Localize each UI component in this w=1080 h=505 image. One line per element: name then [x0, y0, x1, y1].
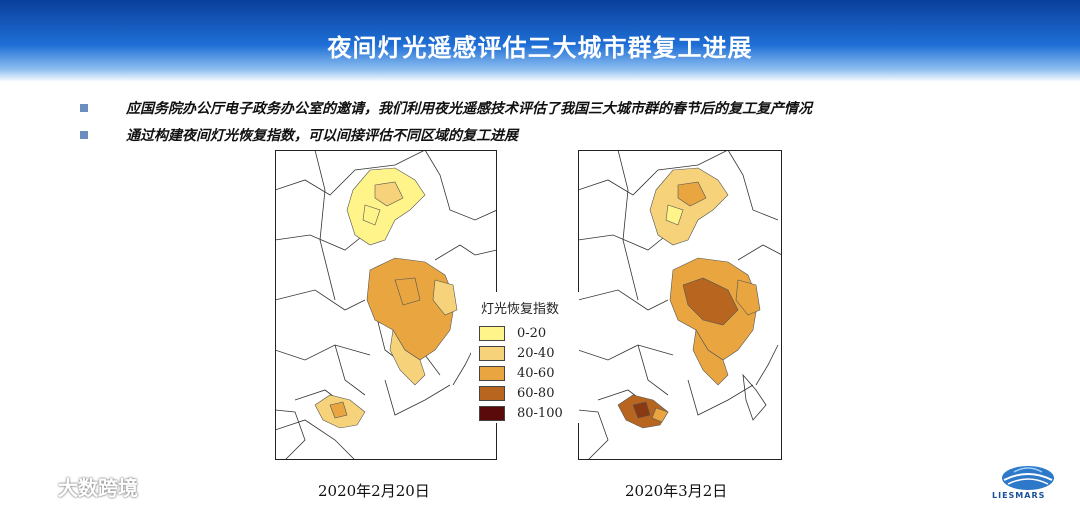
legend-swatch — [479, 345, 505, 361]
legend-item: 60-80 — [479, 383, 579, 403]
legend-item: 80-100 — [479, 403, 579, 423]
legend-label: 80-100 — [517, 405, 563, 421]
bullet-item: 通过构建夜间灯光恢复指数，可以间接评估不同区域的复工进展 — [80, 121, 812, 148]
bullet-text: 通过构建夜间灯光恢复指数，可以间接评估不同区域的复工进展 — [126, 127, 518, 144]
watermark-text: 大数跨境 — [58, 476, 138, 500]
title-banner: 夜间灯光遥感评估三大城市群复工进展 — [0, 0, 1080, 82]
yangtze-river-delta-region — [669, 257, 761, 386]
beijing-tianjin-hebei-region — [346, 167, 426, 246]
legend-swatch — [479, 385, 505, 401]
logo-text: LIESMARS — [992, 491, 1046, 500]
bullet-text: 应国务院办公厅电子政务办公室的邀请，我们利用夜光遥感技术评估了我国三大城市群的春… — [126, 100, 812, 117]
watermark-logo-icon — [13, 475, 50, 496]
slide-title: 夜间灯光遥感评估三大城市群复工进展 — [327, 34, 753, 62]
bullet-list: 应国务院办公厅电子政务办公室的邀请，我们利用夜光遥感技术评估了我国三大城市群的春… — [80, 94, 812, 148]
legend-label: 20-40 — [517, 345, 555, 361]
legend-label: 0-20 — [517, 325, 547, 341]
legend-label: 40-60 — [517, 365, 555, 381]
map-caption-right: 2020年3月2日 — [625, 482, 728, 500]
legend-item: 20-40 — [479, 343, 579, 363]
bullet-square-icon — [80, 103, 88, 112]
map-feb-20 — [275, 150, 497, 460]
pearl-river-delta-region — [617, 394, 669, 429]
legend-label: 60-80 — [517, 385, 555, 401]
yangtze-river-delta-region — [366, 257, 458, 386]
map-caption-left: 2020年2月20日 — [318, 482, 430, 500]
map-legend: 灯光恢复指数 0-20 20-40 40-60 60-80 80-100 — [471, 292, 579, 423]
legend-item: 40-60 — [479, 363, 579, 383]
bullet-square-icon — [80, 130, 88, 139]
legend-swatch — [479, 365, 505, 381]
legend-swatch — [479, 405, 505, 421]
beijing-tianjin-hebei-region — [649, 167, 729, 246]
liesmars-logo-icon — [1002, 466, 1054, 490]
bullet-item: 应国务院办公厅电子政务办公室的邀请，我们利用夜光遥感技术评估了我国三大城市群的春… — [80, 94, 812, 121]
pearl-river-delta-region — [314, 394, 366, 429]
legend-swatch — [479, 325, 505, 341]
watermark: 大数跨境 — [10, 472, 138, 501]
legend-item: 0-20 — [479, 323, 579, 343]
legend-title: 灯光恢复指数 — [481, 302, 560, 317]
map-mar-2 — [578, 150, 782, 460]
